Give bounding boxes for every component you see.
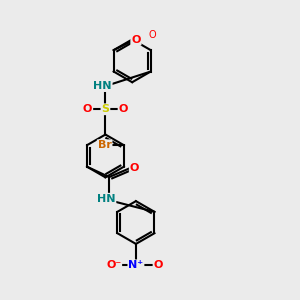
Text: O: O (154, 260, 163, 270)
Text: N⁺: N⁺ (128, 260, 143, 270)
Text: HN: HN (93, 81, 112, 91)
Text: O: O (118, 104, 128, 114)
Text: O: O (148, 30, 156, 40)
Text: O: O (130, 163, 139, 173)
Text: Br: Br (98, 140, 112, 150)
Text: O: O (131, 35, 141, 45)
Text: O: O (83, 104, 92, 114)
Text: S: S (101, 104, 110, 114)
Text: O⁻: O⁻ (106, 260, 121, 270)
Text: HN: HN (97, 194, 116, 204)
